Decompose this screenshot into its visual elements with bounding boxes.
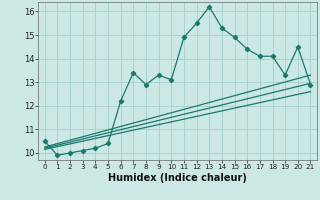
X-axis label: Humidex (Indice chaleur): Humidex (Indice chaleur) bbox=[108, 173, 247, 183]
